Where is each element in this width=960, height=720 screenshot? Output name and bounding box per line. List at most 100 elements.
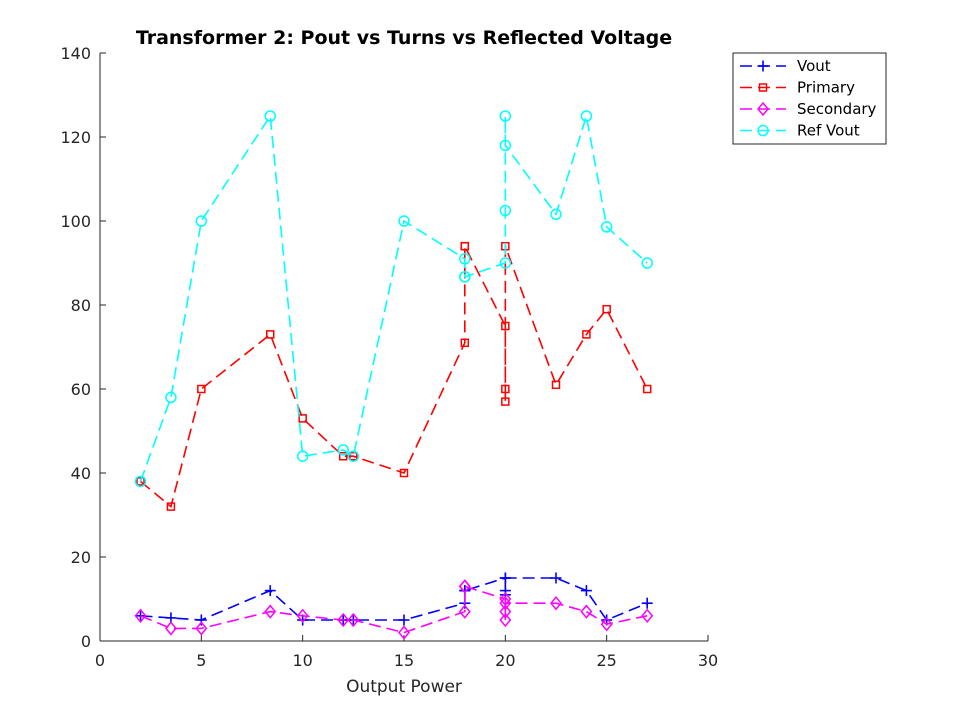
data-point-circle [165,391,177,404]
data-point-circle [337,444,349,456]
data-point-circle [757,124,769,137]
data-point-circle [398,215,410,227]
data-point-circle [499,257,512,269]
data-point-square [399,468,409,478]
data-point-circle [459,253,471,265]
data-point-circle [641,257,653,269]
data-point-plus [195,614,207,626]
series-ref-vout [134,110,653,488]
series-secondary [134,579,654,640]
legend-label: Secondary [797,100,877,118]
data-point-diamond [337,612,350,628]
data-point-circle [347,450,360,462]
data-point-diamond [499,604,512,619]
data-point-square [460,338,470,348]
legend-label: Primary [797,79,855,97]
data-point-square [197,384,206,394]
data-point-diamond [458,579,471,594]
data-point-square [602,304,611,314]
data-point-circle [580,110,593,122]
data-point-circle [264,110,276,122]
x-tick-label: 25 [596,651,616,670]
data-point-circle [600,221,613,233]
data-point-diamond [134,608,147,623]
series-line [139,113,648,482]
data-point-square [265,330,275,339]
data-point-square [166,502,176,511]
data-point-circle [195,215,208,227]
data-point-plus [757,60,769,72]
data-point-diamond [296,608,309,623]
y-tick-label: 140 [60,44,91,63]
x-tick-label: 10 [292,651,312,670]
data-point-plus [499,585,511,597]
data-point-square [551,380,561,390]
legend-item: Secondary [740,100,877,118]
data-point-square [298,414,307,423]
data-point-diamond [458,604,471,619]
x-tick-label: 20 [495,651,515,670]
chart-title: Transformer 2: Pout vs Turns vs Reflecte… [136,27,672,49]
x-tick-label: 15 [394,651,414,670]
legend: Vout Primary Secondary Ref Vout [732,52,887,145]
data-point-plus [550,572,562,584]
y-tick-label: 60 [71,380,91,399]
data-point-plus [580,585,592,597]
data-point-square [501,397,510,406]
y-tick-label: 0 [81,632,91,651]
x-tick-label: 30 [698,651,718,670]
data-point-diamond [550,596,562,611]
data-point-circle [499,139,512,152]
data-point-circle [499,110,512,122]
data-point-diamond [580,604,593,619]
data-point-diamond [195,621,208,636]
legend-item: Primary [740,79,855,97]
data-point-square [501,384,510,394]
data-point-square [642,384,652,394]
legend-label: Vout [797,57,831,75]
y-tick-label: 80 [71,296,91,315]
series-primary [136,241,652,511]
data-point-diamond [600,617,613,632]
x-tick-label: 5 [196,651,206,670]
data-point-diamond [398,625,410,640]
data-point-square [338,451,348,461]
data-point-plus [641,597,653,609]
data-point-diamond [499,612,512,628]
series-line [140,245,648,509]
plot-lines [134,110,654,640]
data-point-plus [398,614,410,626]
legend-item: Vout [740,57,831,75]
y-tick-label: 120 [60,128,91,147]
data-point-circle [134,475,147,488]
y-tick-label: 100 [60,212,91,231]
data-point-square [136,477,145,486]
data-point-circle [550,208,562,221]
data-point-circle [459,271,471,283]
data-point-plus [499,572,511,584]
series-vout [135,572,653,626]
data-point-square [460,241,470,251]
series-line [140,585,648,634]
legend-item: Ref Vout [740,122,860,140]
data-point-circle [499,204,512,217]
data-point-diamond [757,101,769,117]
y-tick-label: 40 [71,464,91,483]
data-point-diamond [347,612,360,628]
data-point-square [582,330,591,339]
axes: 0 5 10 15 20 25 30 0 20 40 60 80 100 120 140 [60,44,718,670]
y-tick-label: 20 [71,548,91,567]
data-point-plus [264,585,276,597]
data-point-circle [296,450,309,462]
data-point-square [501,321,510,331]
data-point-diamond [264,604,277,619]
x-tick-label: 0 [95,651,105,670]
data-point-diamond [499,596,512,611]
data-point-diamond [641,608,654,623]
data-point-square [758,83,768,92]
data-point-diamond [164,621,177,636]
series-line [140,576,648,621]
legend-label: Ref Vout [797,122,860,140]
